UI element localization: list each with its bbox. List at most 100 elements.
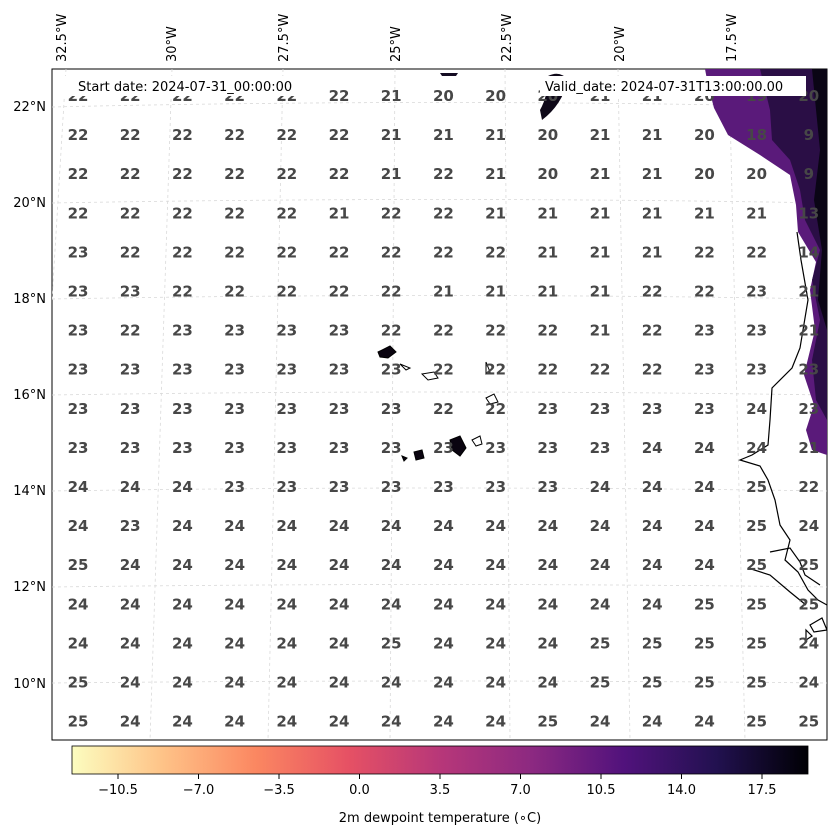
grid-value: 25 <box>68 556 89 574</box>
grid-value: 24 <box>329 595 350 613</box>
grid-value: 13 <box>798 204 819 222</box>
grid-value: 23 <box>537 439 558 457</box>
grid-value: 23 <box>798 361 819 379</box>
grid-value: 24 <box>746 400 767 418</box>
grid-value: 21 <box>642 126 663 144</box>
latitude-labels: 22°N 20°N 18°N 16°N 14°N 12°N 10°N <box>13 100 46 692</box>
grid-value: 21 <box>798 283 819 301</box>
value-grid: 2222222222222120202021212019202222222222… <box>68 87 820 731</box>
grid-value: 24 <box>642 713 663 731</box>
grid-value: 25 <box>694 674 715 692</box>
grid-value: 21 <box>642 243 663 261</box>
grid-value: 22 <box>329 243 350 261</box>
lat-label: 20°N <box>13 196 46 211</box>
grid-value: 25 <box>642 634 663 652</box>
colorbar-tick-label: 14.0 <box>667 783 696 798</box>
grid-value: 23 <box>485 439 506 457</box>
grid-value: 21 <box>381 126 402 144</box>
grid-value: 23 <box>120 283 141 301</box>
grid-value: 24 <box>329 674 350 692</box>
grid-value: 23 <box>276 361 297 379</box>
grid-value: 22 <box>224 204 245 222</box>
grid-value: 22 <box>433 204 454 222</box>
grid-value: 21 <box>485 204 506 222</box>
grid-value: 23 <box>642 400 663 418</box>
grid-value: 22 <box>68 204 89 222</box>
grid-value: 23 <box>746 361 767 379</box>
grid-value: 25 <box>694 595 715 613</box>
grid-value: 22 <box>381 243 402 261</box>
grid-value: 23 <box>172 400 193 418</box>
lon-label: 17.5°W <box>725 14 740 62</box>
colorbar-label: 2m dewpoint temperature (∘C) <box>339 811 541 826</box>
grid-value: 24 <box>590 595 611 613</box>
grid-value: 25 <box>746 674 767 692</box>
grid-value: 22 <box>537 322 558 340</box>
grid-value: 20 <box>746 165 767 183</box>
grid-value: 22 <box>224 165 245 183</box>
grid-value: 24 <box>68 595 89 613</box>
longitude-labels: 32.5°W 30°W 27.5°W 25°W 22.5°W 20°W 17.5… <box>55 14 740 62</box>
grid-value: 24 <box>381 595 402 613</box>
grid-value: 22 <box>642 361 663 379</box>
grid-value: 23 <box>224 439 245 457</box>
lon-label: 25°W <box>389 26 404 62</box>
grid-value: 24 <box>276 595 297 613</box>
colorbar-tick-label: 0.0 <box>349 783 370 798</box>
grid-value: 23 <box>276 400 297 418</box>
grid-value: 21 <box>590 126 611 144</box>
grid-value: 24 <box>224 674 245 692</box>
grid-value: 22 <box>381 322 402 340</box>
grid-value: 25 <box>381 634 402 652</box>
grid-value: 22 <box>485 243 506 261</box>
grid-value: 23 <box>276 439 297 457</box>
grid-value: 22 <box>172 165 193 183</box>
grid-value: 24 <box>694 439 715 457</box>
lon-label: 32.5°W <box>55 14 70 62</box>
grid-value: 24 <box>172 634 193 652</box>
grid-value: 24 <box>642 517 663 535</box>
lon-label: 22.5°W <box>500 14 515 62</box>
grid-value: 23 <box>68 400 89 418</box>
graticule <box>52 69 827 740</box>
grid-value: 25 <box>642 674 663 692</box>
grid-value: 22 <box>798 478 819 496</box>
grid-value: 24 <box>68 517 89 535</box>
grid-value: 25 <box>68 674 89 692</box>
grid-value: 25 <box>746 634 767 652</box>
grid-value: 24 <box>276 674 297 692</box>
grid-value: 24 <box>642 595 663 613</box>
grid-value: 24 <box>329 517 350 535</box>
grid-value: 23 <box>68 439 89 457</box>
grid-value: 24 <box>276 634 297 652</box>
grid-value: 22 <box>276 204 297 222</box>
grid-value: 22 <box>433 165 454 183</box>
grid-value: 24 <box>224 713 245 731</box>
grid-value: 24 <box>590 517 611 535</box>
grid-value: 24 <box>68 634 89 652</box>
grid-value: 25 <box>590 674 611 692</box>
grid-value: 23 <box>276 478 297 496</box>
grid-value: 24 <box>120 634 141 652</box>
cape-verde-islands <box>377 345 499 462</box>
grid-value: 25 <box>746 517 767 535</box>
grid-value: 23 <box>590 439 611 457</box>
grid-value: 23 <box>68 283 89 301</box>
grid-value: 24 <box>381 713 402 731</box>
grid-value: 24 <box>172 674 193 692</box>
grid-value: 22 <box>276 283 297 301</box>
grid-value: 25 <box>798 595 819 613</box>
grid-value: 23 <box>68 361 89 379</box>
grid-value: 21 <box>590 204 611 222</box>
grid-value: 21 <box>537 283 558 301</box>
lon-label: 20°W <box>613 26 628 62</box>
grid-value: 22 <box>433 361 454 379</box>
grid-value: 24 <box>694 478 715 496</box>
grid-value: 23 <box>329 439 350 457</box>
grid-value: 23 <box>329 322 350 340</box>
grid-value: 22 <box>329 126 350 144</box>
grid-value: 25 <box>746 478 767 496</box>
grid-value: 23 <box>329 361 350 379</box>
grid-value: 21 <box>381 87 402 105</box>
